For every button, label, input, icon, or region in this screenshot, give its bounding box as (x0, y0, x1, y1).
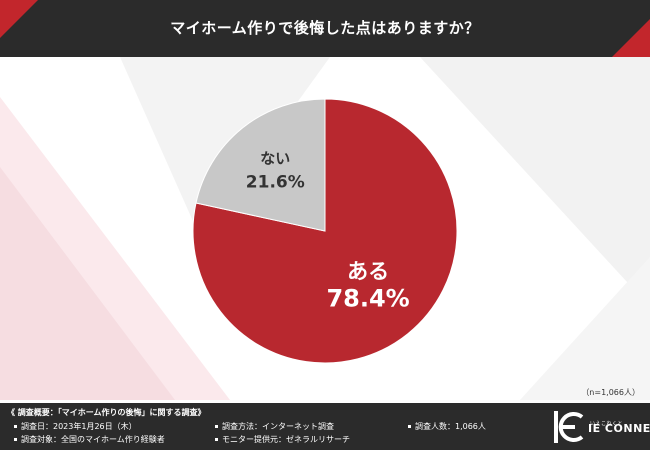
survey-count-text: 調査人数：1,066人 (415, 422, 486, 431)
survey-target-text: 調査対象：全国のマイホーム作り経験者 (21, 435, 165, 444)
logo-mark-icon (554, 411, 584, 443)
header-corner-accent-left (0, 0, 38, 38)
header-bar: マイホーム作りで後悔した点はありますか？ (0, 0, 650, 57)
pie-chart: ある 78.4% ない 21.6% (0, 57, 650, 400)
survey-method-item: 調査方法：インターネット調査 (215, 421, 334, 432)
ie-connect-logo: いえこねくと IE CONNECT (552, 408, 650, 446)
slice-label-0: ある (347, 259, 389, 283)
survey-date-item: 調査日：2023年1月26日（木） (14, 421, 137, 432)
survey-target-item: 調査対象：全国のマイホーム作り経験者 (14, 434, 165, 445)
pie-slice-1 (195, 98, 326, 232)
slice-value-label-1: 21.6% (246, 172, 305, 192)
page-title: マイホーム作りで後悔した点はありますか？ (170, 19, 480, 37)
bullet-icon (215, 425, 218, 428)
logo-small-text: いえこねくと (590, 421, 624, 427)
slice-value-label-0: 78.4% (326, 284, 409, 312)
survey-provider-text: モニター提供元：ゼネラルリサーチ (222, 435, 350, 444)
survey-method-text: 調査方法：インターネット調査 (222, 422, 334, 431)
bullet-icon (408, 425, 411, 428)
survey-count-item: 調査人数：1,066人 (408, 421, 486, 432)
logo-big-text: IE CONNECT (588, 422, 650, 435)
bullet-icon (14, 425, 17, 428)
survey-provider-item: モニター提供元：ゼネラルリサーチ (215, 434, 350, 445)
survey-summary-footer: 《 調査概要：「マイホーム作りの後悔」に関する調査》 調査日：2023年1月26… (0, 403, 650, 450)
pie-slice-0 (192, 98, 458, 364)
sample-size-note: （n=1,066人） (581, 388, 640, 397)
survey-date-text: 調査日：2023年1月26日（木） (21, 422, 137, 431)
header-corner-accent-right (612, 19, 650, 57)
slice-label-1: ない (260, 149, 290, 167)
bullet-icon (14, 438, 17, 441)
survey-summary-heading: 《 調査概要：「マイホーム作りの後悔」に関する調査》 (7, 408, 206, 417)
bullet-icon (215, 438, 218, 441)
